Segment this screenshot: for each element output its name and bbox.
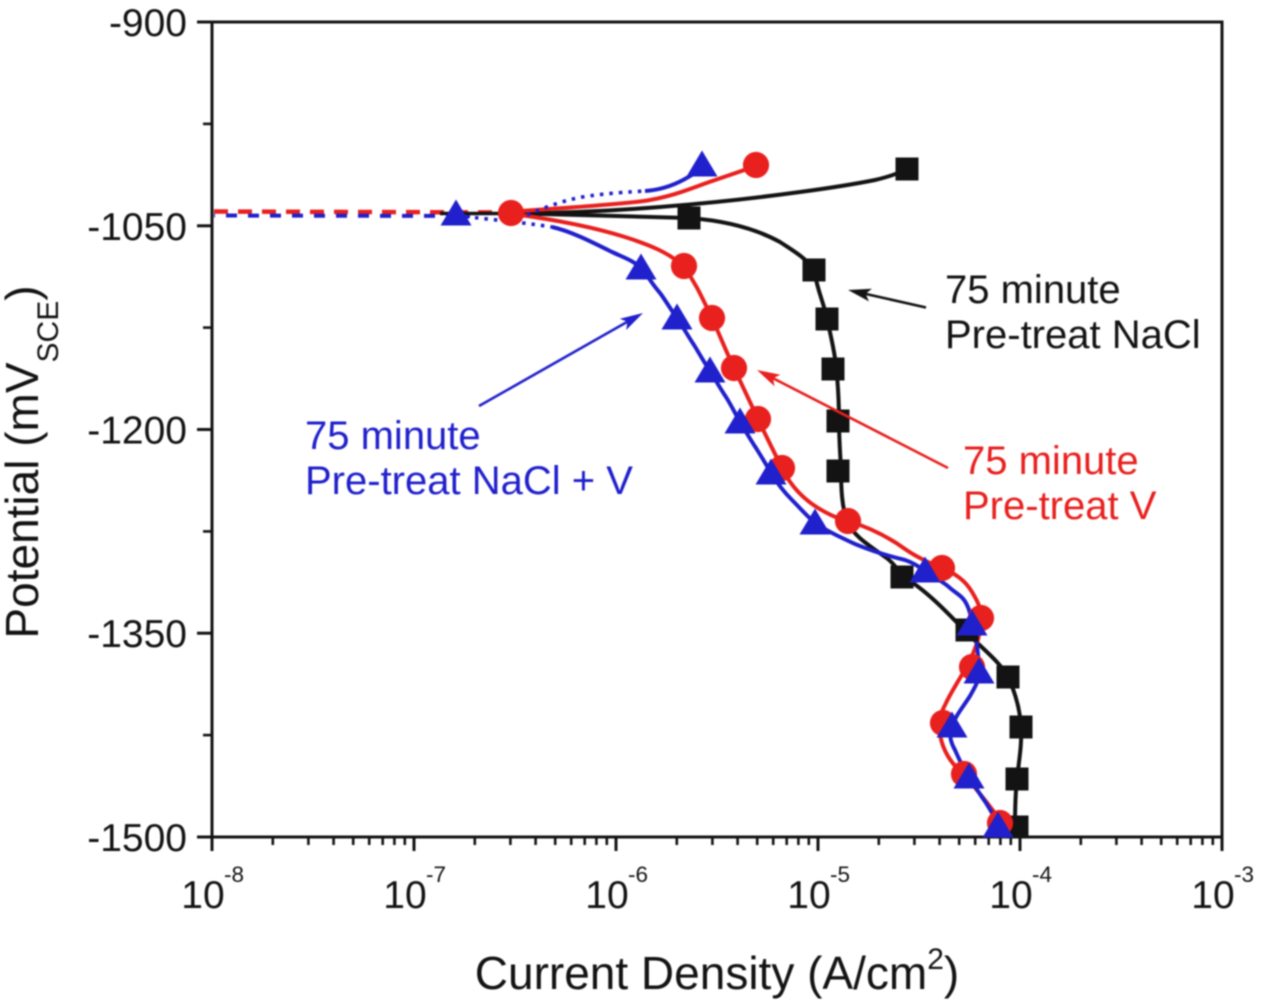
svg-text:10: 10	[383, 874, 426, 917]
svg-text:-1200: -1200	[87, 410, 187, 453]
svg-text:10: 10	[585, 874, 628, 917]
svg-text:Pre-treat NaCl: Pre-treat NaCl	[945, 313, 1201, 357]
svg-text:-900: -900	[109, 2, 187, 45]
svg-text:10: 10	[1191, 874, 1234, 917]
svg-text:-3: -3	[1234, 862, 1254, 887]
svg-text:10: 10	[989, 874, 1032, 917]
svg-text:-5: -5	[830, 862, 850, 887]
svg-text:-7: -7	[426, 862, 446, 887]
svg-text:75 minute: 75 minute	[945, 268, 1121, 312]
svg-text:-1050: -1050	[87, 206, 187, 249]
svg-text:75 minute: 75 minute	[963, 439, 1139, 483]
svg-text:-1350: -1350	[87, 613, 187, 656]
svg-text:Pre-treat NaCl + V: Pre-treat NaCl + V	[305, 459, 633, 503]
svg-text:-6: -6	[628, 862, 648, 887]
svg-text:-8: -8	[224, 862, 244, 887]
svg-text:10: 10	[787, 874, 830, 917]
svg-text:75 minute: 75 minute	[305, 414, 481, 458]
svg-text:Pre-treat V: Pre-treat V	[963, 484, 1157, 528]
svg-text:Current Density (A/cm2): Current Density (A/cm2)	[475, 943, 959, 999]
svg-text:-4: -4	[1032, 862, 1052, 887]
svg-text:-1500: -1500	[87, 817, 187, 860]
svg-text:10: 10	[181, 874, 224, 917]
